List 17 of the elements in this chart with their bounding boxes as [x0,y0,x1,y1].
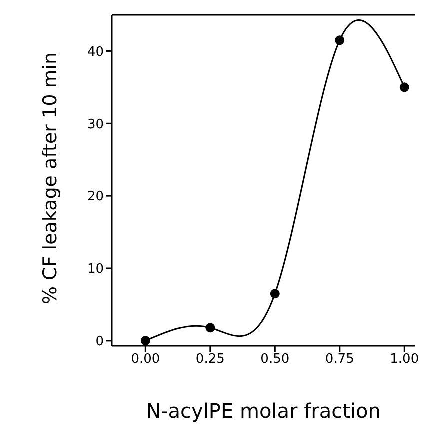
y-tick-label: 10 [87,262,104,278]
point [400,82,410,92]
y-tick-label: 0 [96,334,104,350]
x-tick-label: 0.00 [131,352,160,368]
x-axis-title: N-acylPE molar fraction [146,399,381,423]
y-tick-label: 40 [87,44,104,60]
y-tick-label: 30 [87,117,104,132]
x-tick-label: 0.75 [325,352,354,368]
point [335,36,345,46]
x-tick-label: 0.50 [260,352,290,368]
x-tick-label: 0.25 [196,352,225,368]
y-axis-title: % CF leakage after 10 min [40,52,62,305]
point [206,323,216,333]
point [270,289,280,299]
y-tick-label: 20 [87,190,104,205]
point [140,336,150,346]
x-tick-label: 1.00 [390,352,420,368]
